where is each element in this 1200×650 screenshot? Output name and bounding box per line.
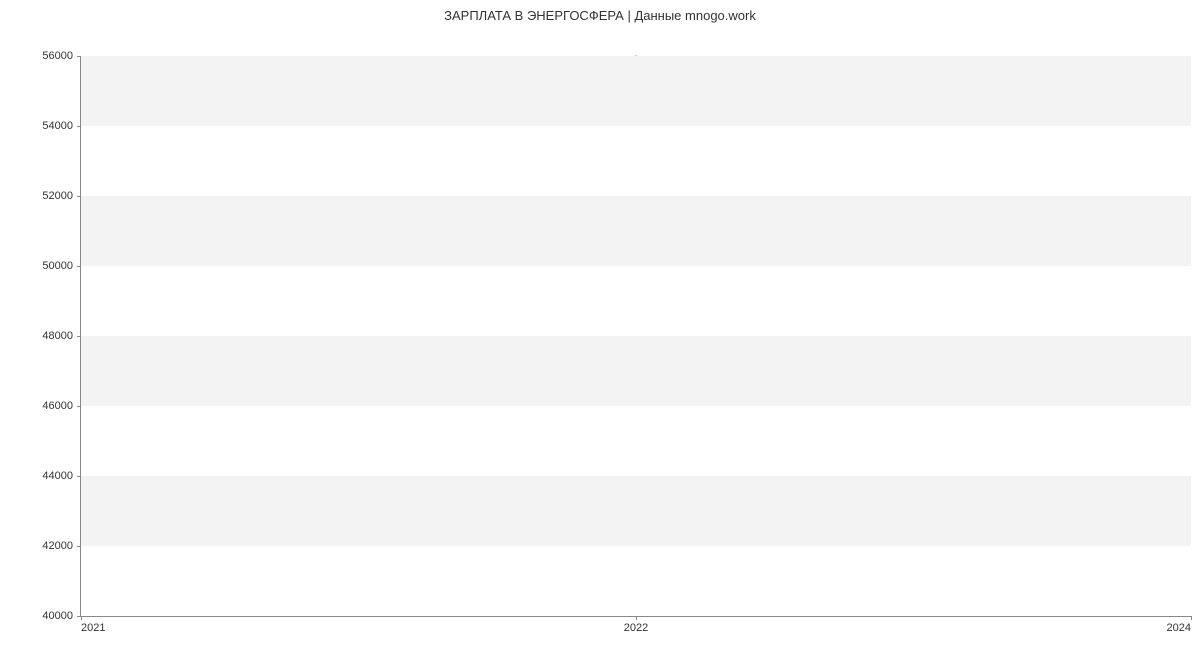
plot-area: 4000042000440004600048000500005200054000… bbox=[80, 56, 1191, 617]
grid-band bbox=[81, 406, 1191, 476]
y-tick-mark bbox=[77, 336, 81, 337]
y-tick-mark bbox=[77, 476, 81, 477]
grid-band bbox=[81, 126, 1191, 196]
y-tick-label: 56000 bbox=[42, 50, 73, 62]
y-tick-mark bbox=[77, 126, 81, 127]
grid-band bbox=[81, 266, 1191, 336]
y-tick-mark bbox=[77, 56, 81, 57]
y-tick-mark bbox=[77, 266, 81, 267]
y-tick-label: 44000 bbox=[42, 470, 73, 482]
grid-band bbox=[81, 336, 1191, 406]
y-tick-label: 46000 bbox=[42, 400, 73, 412]
x-tick-label: 2024 bbox=[1167, 622, 1191, 634]
grid-band bbox=[81, 56, 1191, 126]
x-tick-mark bbox=[1191, 616, 1192, 620]
grid-band bbox=[81, 546, 1191, 616]
y-tick-label: 52000 bbox=[42, 190, 73, 202]
y-tick-mark bbox=[77, 406, 81, 407]
y-tick-mark bbox=[77, 196, 81, 197]
y-tick-label: 50000 bbox=[42, 260, 73, 272]
y-tick-mark bbox=[77, 546, 81, 547]
chart-title: ЗАРПЛАТА В ЭНЕРГОСФЕРА | Данные mnogo.wo… bbox=[0, 8, 1200, 23]
x-tick-label: 2022 bbox=[624, 622, 648, 634]
grid-band bbox=[81, 476, 1191, 546]
y-tick-label: 40000 bbox=[42, 610, 73, 622]
x-tick-mark bbox=[81, 616, 82, 620]
y-tick-label: 48000 bbox=[42, 330, 73, 342]
x-tick-label: 2021 bbox=[81, 622, 105, 634]
x-tick-mark bbox=[636, 616, 637, 620]
chart-container: ЗАРПЛАТА В ЭНЕРГОСФЕРА | Данные mnogo.wo… bbox=[0, 0, 1200, 650]
grid-band bbox=[81, 196, 1191, 266]
y-tick-label: 42000 bbox=[42, 540, 73, 552]
y-tick-label: 54000 bbox=[42, 120, 73, 132]
